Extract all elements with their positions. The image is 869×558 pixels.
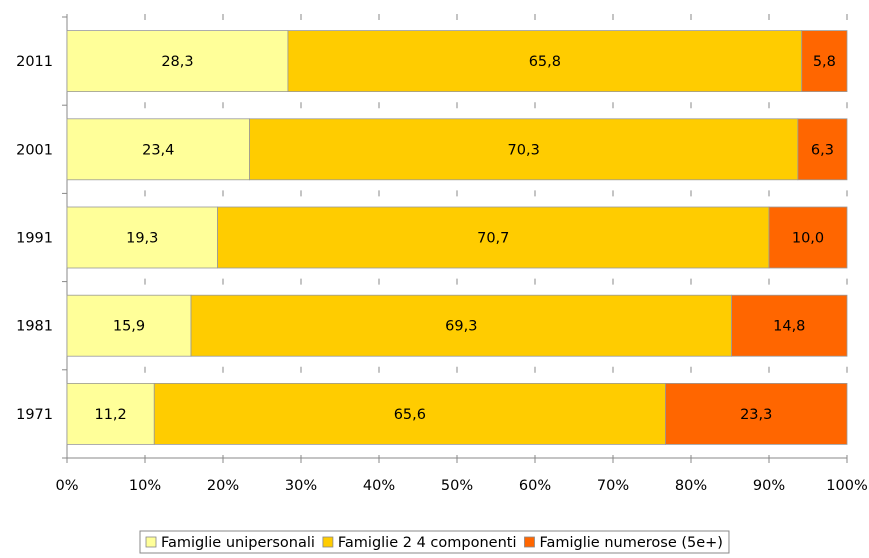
bar-segment (66, 294, 192, 357)
legend-swatch (322, 536, 334, 548)
data-label: 14,8 (773, 319, 805, 335)
data-label: 6,3 (811, 142, 834, 158)
data-label: 10,0 (792, 231, 824, 247)
legend-box (139, 530, 730, 554)
data-label: 69,3 (445, 319, 477, 335)
legend-swatch (524, 536, 535, 548)
data-label: 5,8 (813, 54, 836, 70)
y-tick-label: 2011 (16, 54, 53, 70)
y-tick-label: 1991 (16, 231, 53, 247)
bars (66, 30, 848, 445)
bar-segment (768, 206, 848, 269)
bar-segment (190, 294, 732, 357)
legend-label: Famiglie unipersonali (161, 535, 315, 551)
bar-segment (66, 118, 250, 181)
bar-segment (287, 30, 803, 93)
bar-segment (731, 294, 848, 357)
data-label: 23,3 (740, 407, 772, 423)
data-label: 11,2 (94, 407, 126, 423)
bar-segment (217, 206, 770, 269)
y-tick-label: 1971 (16, 407, 53, 423)
bar-segment (66, 382, 155, 445)
x-tick-label: 70% (597, 478, 629, 494)
x-tick-label: 100% (826, 478, 867, 494)
bar-segment (66, 30, 289, 93)
x-tick-label: 30% (285, 478, 317, 494)
data-label: 65,6 (394, 407, 426, 423)
data-label: 23,4 (142, 142, 174, 158)
y-tick-label: 2001 (16, 142, 53, 158)
bar-segment (801, 30, 848, 93)
legend-label: Famiglie numerose (5e+) (539, 535, 722, 551)
data-labels: 28,3 65,8 5,8 23,4 70,3 6,3 19,3 70,7 10,0 15,9 69… (94, 54, 835, 423)
bar-segment (665, 382, 848, 445)
tick-labels: 2011 2001 1991 1981 1971 0% 10% 20% 30% 40% 50% 60%… (16, 54, 868, 494)
bar-segment (249, 118, 799, 181)
data-label: 70,7 (477, 231, 509, 247)
bar-segment (153, 382, 666, 445)
data-label: 15,9 (113, 319, 145, 335)
x-tick-label: 80% (675, 478, 707, 494)
x-tick-label: 50% (441, 478, 473, 494)
x-tick-label: 90% (753, 478, 785, 494)
data-label: 19,3 (126, 231, 158, 247)
x-tick-label: 20% (207, 478, 239, 494)
x-tick-label: 60% (519, 478, 551, 494)
bar-segment (66, 206, 218, 269)
x-tick-label: 10% (129, 478, 161, 494)
data-label: 65,8 (529, 54, 561, 70)
x-tick-label: 0% (55, 478, 78, 494)
y-tick-label: 1981 (16, 319, 53, 335)
x-tick-label: 40% (363, 478, 395, 494)
data-label: 28,3 (161, 54, 193, 70)
legend-swatch (145, 536, 157, 548)
legend: Famiglie unipersonali Famiglie 2 4 compon… (139, 530, 730, 554)
data-label: 70,3 (508, 142, 540, 158)
bar-segment (797, 118, 848, 181)
legend-label: Famiglie 2 4 componenti (338, 535, 517, 551)
